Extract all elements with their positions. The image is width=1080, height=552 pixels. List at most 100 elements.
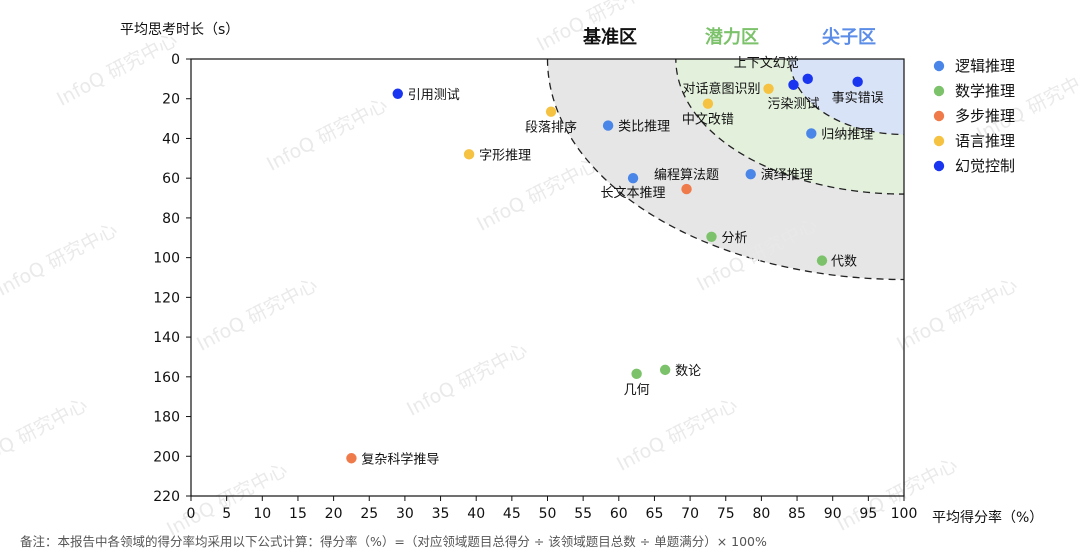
- zone-label: 潜力区: [705, 26, 759, 48]
- point-label: 分析: [721, 231, 747, 246]
- x-tick-label: 70: [681, 506, 699, 522]
- footnote: 备注：本报告中各领域的得分率均采用以下公式计算：得分率（%）=（对应领域题目总得…: [20, 534, 767, 549]
- y-tick-label: 160: [153, 370, 180, 386]
- y-tick-label: 0: [171, 52, 180, 68]
- x-tick-label: 5: [222, 506, 231, 522]
- x-tick-label: 10: [253, 506, 271, 522]
- legend-marker: [933, 110, 945, 122]
- point-几何: [631, 368, 642, 380]
- watermark-text: InfoQ 研究中心: [613, 394, 741, 476]
- x-tick-label: 80: [752, 506, 770, 522]
- point-引用测试: [392, 88, 403, 99]
- point-label: 类比推理: [618, 120, 670, 135]
- point-label: 中文改错: [682, 113, 734, 128]
- legend-label: 数学推理: [955, 82, 1015, 100]
- point-label: 数论: [675, 364, 701, 379]
- point-中文改错: [702, 98, 714, 109]
- x-tick-label: 65: [646, 506, 664, 522]
- point-label: 复杂科学推导: [361, 451, 439, 467]
- x-tick-label: 15: [289, 506, 307, 522]
- x-tick-label: 0: [187, 506, 196, 522]
- y-tick-label: 100: [153, 251, 180, 267]
- legend-marker: [933, 160, 945, 172]
- x-tick-label: 100: [891, 506, 918, 522]
- watermark-text: InfoQ 研究中心: [193, 274, 321, 356]
- legend-label: 多步推理: [955, 107, 1015, 125]
- watermark-text: InfoQ 研究中心: [163, 459, 291, 541]
- x-tick-label: 25: [360, 506, 378, 522]
- zone-labels: 基准区 潜力区 尖子区: [582, 26, 876, 48]
- watermark-text: InfoQ 研究中心: [263, 94, 391, 176]
- point-污染测试: [788, 79, 799, 91]
- legend-label: 幻觉控制: [955, 157, 1015, 175]
- y-tick-label: 120: [153, 290, 180, 306]
- zone-label: 基准区: [582, 26, 637, 48]
- x-tick-label: 50: [539, 506, 557, 522]
- x-axis-title: 平均得分率（%）: [932, 509, 1043, 526]
- point-label: 演绎推理: [761, 167, 813, 183]
- watermark-text: InfoQ 研究中心: [0, 219, 121, 301]
- x-tick-label: 75: [717, 506, 735, 522]
- y-tick-label: 220: [153, 489, 180, 505]
- point-label: 事实错误: [832, 91, 884, 106]
- point-类比推理: [602, 120, 614, 131]
- x-axis-ticks: 0 5 10 15 20 25 30 35 40 45 50 55 60 65 70 75 80 85 90 95 10…: [187, 496, 918, 522]
- point-段落排序: [545, 106, 557, 117]
- point-label: 上下文幻觉: [734, 56, 799, 71]
- x-tick-label: 85: [788, 506, 806, 522]
- point-长文本推理: [627, 172, 639, 184]
- point-label: 对话意图识别: [683, 81, 761, 97]
- zones-layer: [546, 59, 904, 281]
- point-复杂科学推导: [346, 453, 357, 464]
- y-axis-ticks: 0 20 40 60 80 100 120 140 160 180 200 220: [153, 52, 191, 505]
- point-归纳推理: [806, 128, 817, 139]
- point-label: 字形推理: [479, 148, 531, 163]
- y-tick-label: 140: [153, 330, 180, 346]
- point-label: 代数: [831, 255, 857, 270]
- y-tick-label: 20: [162, 92, 180, 108]
- y-tick-label: 180: [153, 410, 180, 426]
- x-tick-label: 35: [432, 506, 450, 522]
- y-tick-label: 200: [153, 449, 180, 465]
- point-对话意图识别: [763, 83, 774, 94]
- x-tick-label: 45: [503, 506, 521, 522]
- point-label: 长文本推理: [601, 186, 666, 201]
- point-label: 编程算法题: [654, 168, 719, 183]
- legend-marker: [933, 85, 945, 97]
- y-tick-label: 80: [162, 211, 180, 227]
- watermark-text: InfoQ 研究中心: [403, 339, 531, 421]
- watermark-text: InfoQ 研究中心: [0, 394, 91, 476]
- legend-label: 语言推理: [955, 132, 1015, 150]
- x-tick-label: 60: [610, 506, 628, 522]
- watermark-text: InfoQ 研究中心: [473, 154, 601, 236]
- point-上下文幻觉: [802, 73, 813, 85]
- point-代数: [816, 255, 828, 266]
- point-演绎推理: [745, 169, 756, 180]
- point-事实错误: [852, 76, 863, 88]
- y-tick-label: 60: [162, 171, 180, 187]
- x-tick-label: 55: [574, 506, 592, 522]
- point-label: 引用测试: [408, 88, 460, 103]
- point-label: 段落排序: [525, 121, 577, 136]
- point-编程算法题: [681, 183, 692, 195]
- x-tick-label: 40: [467, 506, 485, 522]
- y-axis-title: 平均思考时长（s）: [120, 22, 239, 38]
- legend-marker: [933, 135, 945, 147]
- zone-label: 尖子区: [822, 26, 876, 48]
- watermark-text: InfoQ 研究中心: [893, 274, 1021, 356]
- x-tick-label: 90: [824, 506, 842, 522]
- point-字形推理: [463, 149, 475, 160]
- x-tick-label: 20: [325, 506, 343, 522]
- y-tick-label: 40: [162, 131, 180, 147]
- point-分析: [706, 231, 717, 242]
- x-tick-label: 30: [396, 506, 414, 522]
- point-label: 几何: [624, 382, 650, 398]
- point-数论: [659, 364, 671, 376]
- x-tick-label: 95: [859, 506, 877, 522]
- legend-marker: [933, 60, 945, 72]
- point-label: 污染测试: [767, 97, 819, 112]
- point-label: 归纳推理: [821, 127, 873, 142]
